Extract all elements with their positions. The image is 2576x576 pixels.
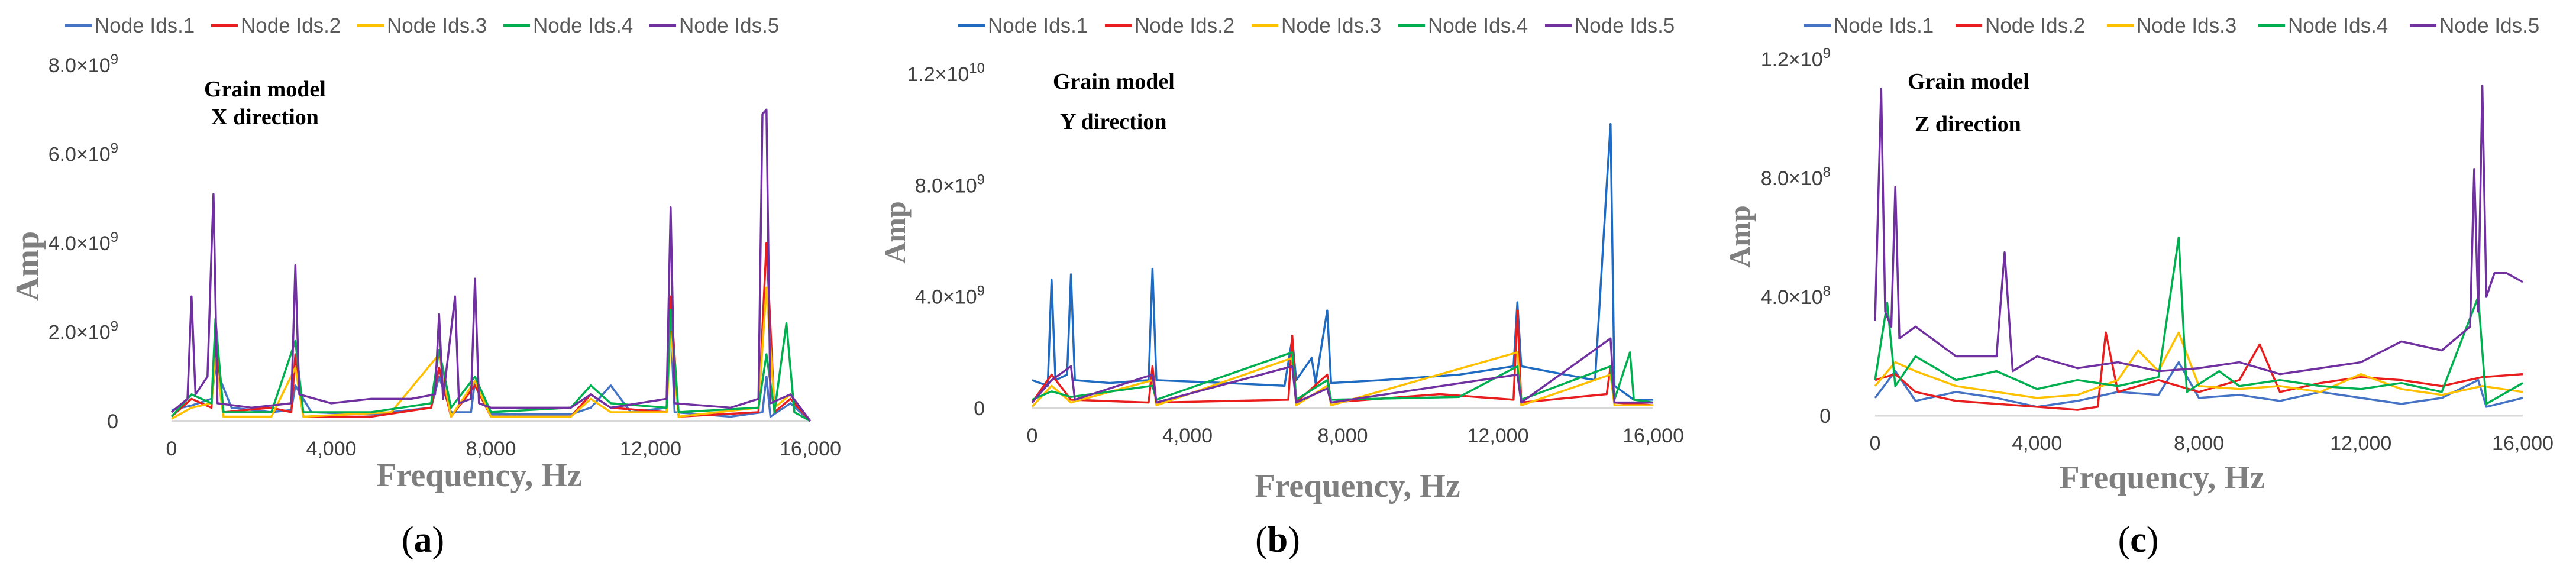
legend-label: Node Ids.4 (1428, 14, 1528, 37)
series-line (170, 309, 811, 422)
panel-label: (c) (2118, 520, 2159, 560)
legend-label: Node Ids.1 (988, 14, 1088, 37)
x-tick-label: 8,000 (1317, 425, 1368, 447)
y-tick-label: 0 (974, 397, 985, 420)
legend-label: Node Ids.2 (241, 14, 341, 37)
legend-label: Node Ids.3 (1281, 14, 1381, 37)
y-axis-title: Amp (1723, 205, 1756, 268)
series-line (1031, 309, 1654, 407)
chart-panel-b: Node Ids.1 Node Ids.2 Node Ids.3 Node Ids.4… (878, 14, 1684, 560)
x-tick-label: 16,000 (1622, 425, 1684, 447)
series-line (1874, 85, 2523, 376)
series-line (170, 108, 812, 422)
x-axis-title: Frequency, Hz (1255, 468, 1460, 504)
x-tick-label: 4,000 (306, 438, 356, 460)
series-line (1031, 337, 1653, 404)
x-tick-label: 8,000 (466, 438, 516, 460)
series-line (1032, 351, 1654, 404)
y-tick-label: 6.0×109 (49, 141, 118, 166)
y-tick-label: 0 (1819, 405, 1831, 428)
chart-panel-c: Node Ids.1 Node Ids.2 Node Ids.3 Node Ids.4… (1723, 14, 2554, 560)
x-tick-label: 0 (166, 438, 177, 460)
legend-label: Node Ids.4 (2288, 14, 2388, 37)
series-line (170, 242, 812, 422)
x-tick-label: 4,000 (2012, 432, 2062, 455)
legend-label: Node Ids.5 (679, 14, 779, 37)
x-tick-label: 0 (1027, 425, 1038, 447)
y-axis-title: Amp (878, 201, 912, 264)
x-axis-title: Frequency, Hz (376, 457, 581, 494)
series-line (1032, 123, 1653, 401)
legend-label: Node Ids.2 (1985, 14, 2085, 37)
legend-label: Node Ids.1 (95, 14, 195, 37)
x-tick-label: 16,000 (780, 438, 841, 460)
panel-label: (b) (1255, 520, 1300, 560)
chart-panel-a: Node Ids.1 Node Ids.2 Node Ids.3 Node Ids.4… (9, 14, 841, 560)
legend-label: Node Ids.3 (387, 14, 487, 37)
chart-annotation: Z direction (1915, 112, 2021, 137)
series-line (1874, 331, 2523, 411)
legend: Node Ids.1 Node Ids.2 Node Ids.3 Node Ids.4… (65, 14, 779, 37)
legend-label: Node Ids.1 (1834, 14, 1934, 37)
series-line (1874, 331, 2523, 399)
legend-label: Node Ids.5 (1575, 14, 1675, 37)
y-tick-label: 1.2×1010 (907, 60, 985, 86)
y-tick-label: 1.2×109 (1761, 46, 1831, 71)
legend-label: Node Ids.5 (2439, 14, 2539, 37)
chart-annotation: Grain model (1908, 69, 2029, 94)
y-tick-label: 8.0×109 (49, 51, 118, 77)
y-tick-label: 8.0×108 (1761, 164, 1831, 190)
y-tick-label: 8.0×109 (915, 171, 985, 197)
chart-annotation: Y direction (1060, 109, 1166, 134)
x-axis-title: Frequency, Hz (2059, 459, 2264, 496)
x-tick-label: 0 (1870, 432, 1881, 455)
legend-label: Node Ids.3 (2137, 14, 2236, 37)
panel-label: (a) (402, 520, 444, 560)
y-axis-title: Amp (9, 231, 46, 301)
legend-label: Node Ids.4 (533, 14, 633, 37)
legend: Node Ids.1 Node Ids.2 Node Ids.3 Node Ids.4… (1804, 14, 2539, 37)
x-tick-label: 4,000 (1162, 425, 1213, 447)
y-tick-label: 0 (107, 410, 118, 433)
legend-label: Node Ids.2 (1135, 14, 1234, 37)
y-tick-label: 4.0×108 (1761, 283, 1831, 309)
x-tick-label: 12,000 (2330, 432, 2391, 455)
series-line (1874, 236, 2523, 405)
x-tick-label: 12,000 (620, 438, 681, 460)
chart-annotation: X direction (211, 105, 319, 130)
chart-annotation: Grain model (204, 77, 326, 102)
legend: Node Ids.1 Node Ids.2 Node Ids.3 Node Ids.4… (958, 14, 1675, 37)
x-tick-label: 16,000 (2492, 432, 2554, 455)
y-tick-label: 2.0×109 (49, 319, 118, 344)
series-line (1874, 361, 2523, 408)
x-tick-label: 8,000 (2174, 432, 2224, 455)
chart-annotation: Grain model (1053, 69, 1175, 94)
y-tick-label: 4.0×109 (915, 283, 985, 309)
y-tick-label: 4.0×109 (49, 229, 118, 255)
series-line (171, 286, 812, 422)
x-tick-label: 12,000 (1468, 425, 1529, 447)
